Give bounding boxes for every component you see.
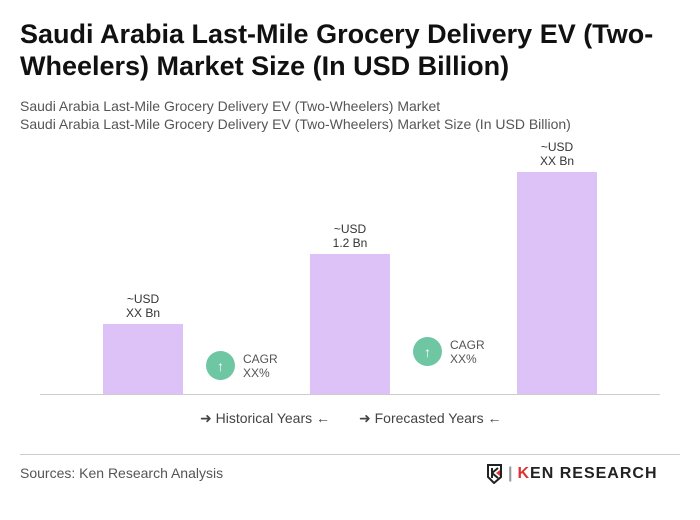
x-axis-line <box>40 394 660 395</box>
arrow-left-icon: ← <box>483 410 502 426</box>
legend-historical-label: Historical Years <box>215 410 313 426</box>
bar-label-line2: XX Bn <box>125 306 161 320</box>
bar-3 <box>517 172 597 394</box>
bar-label-line1: ~USD <box>333 222 367 236</box>
arrow-right-icon: ➜ <box>200 410 216 426</box>
logo-icon <box>487 464 502 484</box>
bar-label-3: ~USD XX Bn <box>507 140 607 168</box>
legend-forecasted-label: Forecasted Years <box>374 410 484 426</box>
page-title: Saudi Arabia Last-Mile Grocery Delivery … <box>20 19 654 81</box>
sources: Sources: Ken Research Analysis <box>20 465 224 481</box>
cagr-badge-2: ↑ CAGR XX% <box>413 337 485 366</box>
bar-label-line1: ~USD <box>126 292 160 306</box>
arrow-left-icon: ← <box>312 410 331 426</box>
cagr-value: XX% <box>450 351 477 366</box>
bar-1 <box>103 324 183 394</box>
arrow-right-icon: ➜ <box>359 410 375 426</box>
cagr-label: CAGR <box>450 337 485 352</box>
arrow-up-icon: ↑ <box>206 351 235 380</box>
legend-forecasted: ➜ Forecasted Years ← <box>359 410 501 427</box>
bar-label-line1: ~USD <box>540 140 574 154</box>
subtitle-2: Saudi Arabia Last-Mile Grocery Delivery … <box>20 116 571 132</box>
bar-label-line2: 1.2 Bn <box>332 236 368 250</box>
arrow-up-icon: ↑ <box>413 337 442 366</box>
bar-2 <box>310 254 390 394</box>
cagr-badge-1: ↑ CAGR XX% <box>206 351 278 380</box>
bar-label-1: ~USD XX Bn <box>93 292 193 320</box>
cagr-label: CAGR <box>243 351 278 366</box>
bar-label-2: ~USD 1.2 Bn <box>300 222 400 250</box>
ken-research-logo: | K EN RESEARCH <box>486 464 658 484</box>
bar-label-line2: XX Bn <box>539 154 575 168</box>
subtitle: Saudi Arabia Last-Mile Grocery Delivery … <box>20 98 441 114</box>
cagr-value: XX% <box>243 365 270 380</box>
divider <box>20 454 680 455</box>
legend-historical: ➜ Historical Years ← <box>200 410 330 427</box>
